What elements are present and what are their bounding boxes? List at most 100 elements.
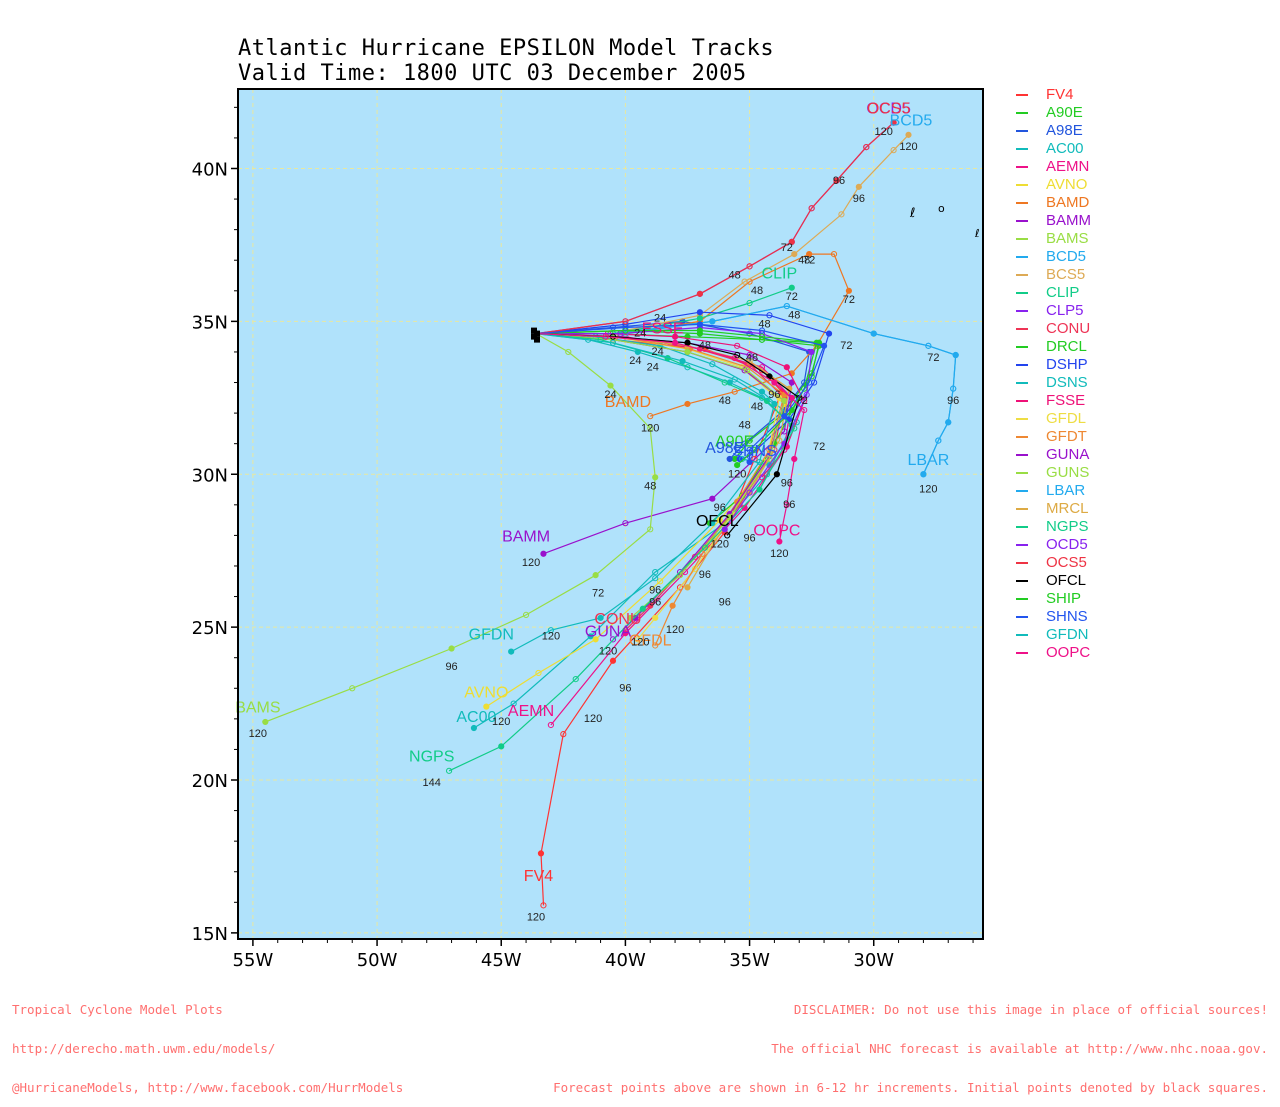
forecast-point — [746, 330, 753, 337]
forecast-point — [838, 211, 845, 218]
footer-url[interactable]: http://derecho.math.uwm.edu/models/ — [12, 1041, 276, 1056]
x-tick-label: 55W — [233, 950, 274, 971]
forecast-hour-label: 96 — [649, 597, 661, 609]
forecast-point — [786, 416, 793, 423]
forecast-hour-label: 96 — [699, 569, 711, 581]
forecast-point — [808, 205, 815, 212]
forecast-hour-label: 72 — [803, 254, 815, 266]
legend-item-ac00: AC00 — [1016, 140, 1091, 158]
forecast-point — [766, 455, 773, 463]
forecast-hour-label: 96 — [719, 597, 731, 609]
ocean-background — [238, 89, 983, 939]
forecast-point — [741, 278, 748, 285]
forecast-point — [773, 471, 780, 478]
forecast-point — [699, 550, 706, 557]
y-tick-label: 15N — [192, 924, 228, 945]
forecast-point — [627, 614, 634, 622]
legend-swatch — [1016, 310, 1028, 313]
forecast-point — [920, 471, 927, 478]
forecast-hour-label: 120 — [711, 539, 729, 551]
model-label: BAMD — [605, 394, 651, 411]
legend-item-clp5: CLP5 — [1016, 302, 1091, 320]
legend-item-clip: CLIP — [1016, 284, 1091, 302]
forecast-point — [711, 538, 718, 545]
legend-label: OCD5 — [1046, 536, 1088, 553]
forecast-hour-label: 120 — [728, 468, 746, 480]
legend-swatch — [1016, 256, 1028, 259]
legend-item-fv4: FV4 — [1016, 86, 1091, 104]
legend-swatch — [1016, 490, 1028, 493]
forecast-point — [788, 238, 795, 245]
forecast-point — [470, 724, 478, 732]
legend-label: GUNS — [1046, 464, 1090, 481]
legend-label: LBAR — [1046, 482, 1086, 499]
forecast-point — [734, 461, 741, 469]
model-label: OOPC — [753, 522, 800, 539]
legend-swatch — [1016, 418, 1028, 421]
island-mark: o — [938, 202, 945, 215]
forecast-point — [746, 263, 753, 270]
legend-item-gfdt: GFDT — [1016, 428, 1091, 446]
forecast-point — [776, 437, 783, 444]
legend-swatch — [1016, 274, 1028, 277]
track-line — [535, 333, 800, 536]
forecast-hour-label: 120 — [666, 624, 684, 636]
forecast-point — [684, 584, 691, 591]
model-label: A90E — [715, 434, 754, 451]
model-label: AEMN — [508, 703, 554, 720]
forecast-point — [565, 348, 572, 356]
model-label: OCD5 — [866, 100, 911, 117]
legend-swatch — [1016, 454, 1028, 457]
model-label: BAMM — [502, 529, 550, 546]
forecast-point — [721, 526, 728, 533]
forecast-point — [652, 474, 659, 481]
forecast-point — [724, 532, 731, 539]
y-tick-label: 40N — [192, 159, 228, 180]
legend-item-dsns: DSNS — [1016, 374, 1091, 392]
legend-label: FSSE — [1046, 392, 1086, 409]
legend-swatch — [1016, 238, 1028, 241]
legend-swatch — [1016, 436, 1028, 439]
forecast-point — [806, 379, 813, 386]
track-shns — [535, 321, 828, 466]
forecast-hour-label: 48 — [719, 395, 731, 407]
legend-item-gfdn: GFDN — [1016, 626, 1091, 644]
forecast-point — [652, 614, 659, 622]
model-label: A98E — [705, 440, 744, 457]
forecast-point — [791, 251, 798, 258]
footer-social[interactable]: @HurricaneModels, http://www.facebook.co… — [12, 1080, 404, 1095]
model-label: BAMS — [235, 700, 280, 717]
legend-label: OOPC — [1046, 644, 1091, 661]
forecast-point — [622, 324, 629, 331]
legend-item-ocs5: OCS5 — [1016, 554, 1091, 572]
forecast-point — [825, 330, 833, 337]
legend-label: NGPS — [1046, 518, 1089, 535]
legend-swatch — [1016, 562, 1028, 565]
legend-swatch — [1016, 400, 1028, 403]
forecast-point — [771, 400, 778, 408]
forecast-point — [592, 636, 599, 643]
legend-swatch — [1016, 472, 1028, 475]
forecast-point — [741, 440, 748, 447]
forecast-hour-label: 48 — [751, 401, 763, 413]
forecast-point — [652, 575, 659, 582]
forecast-point — [801, 406, 808, 414]
forecast-point — [783, 364, 790, 371]
forecast-point — [684, 348, 691, 356]
forecast-point — [445, 767, 453, 774]
forecast-point — [587, 633, 594, 640]
initial-point-square — [534, 336, 540, 343]
legend-item-ocd5: OCD5 — [1016, 536, 1091, 554]
track-line — [448, 333, 796, 772]
forecast-hour-label: 120 — [631, 636, 649, 648]
forecast-hour-label: 120 — [641, 422, 659, 434]
forecast-hour-label: 48 — [644, 481, 656, 493]
footer-line: Tropical Cyclone Model Plots — [12, 1002, 223, 1017]
disclaimer-line: Forecast points above are shown in 6-12 … — [553, 1080, 1268, 1095]
model-label: CLIP — [762, 266, 798, 283]
legend-item-ship: SHIP — [1016, 590, 1091, 608]
forecast-hour-label: 120 — [584, 713, 602, 725]
legend-swatch — [1016, 544, 1028, 547]
forecast-hour-label: 120 — [874, 126, 892, 138]
x-tick-label: 40W — [605, 950, 646, 971]
